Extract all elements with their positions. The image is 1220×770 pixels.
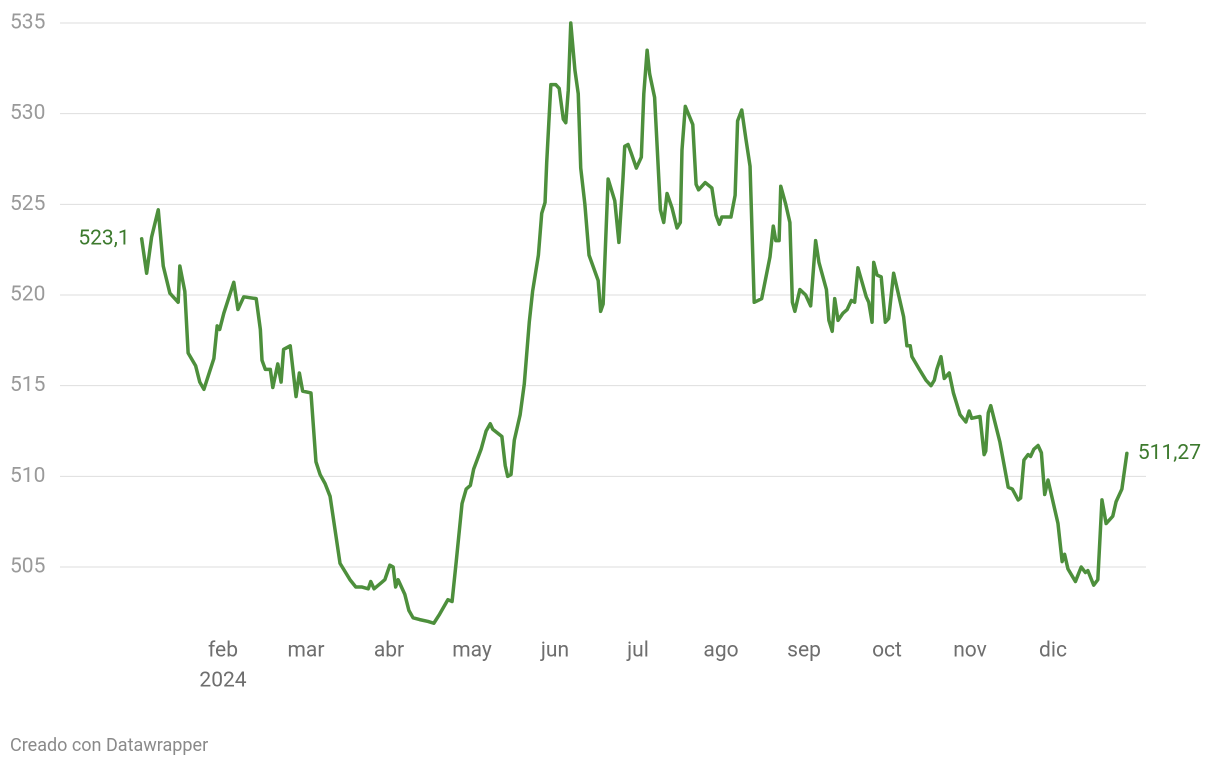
x-tick-label: feb (208, 639, 238, 663)
x-tick-label: jun (540, 639, 569, 663)
x-tick-label: mar (288, 639, 325, 663)
x-tick-label: ago (703, 639, 738, 663)
y-tick-label: 515 (10, 373, 45, 397)
x-tick-label: oct (872, 639, 902, 663)
x-tick-label: abr (374, 639, 404, 663)
y-tick-label: 525 (10, 192, 45, 216)
value-label: 511,27 (1138, 441, 1201, 465)
value-label: 523,1 (78, 226, 129, 250)
x-tick-label: may (452, 639, 492, 663)
x-year-label: 2024 (199, 669, 246, 693)
y-tick-label: 505 (10, 555, 45, 579)
x-tick-label: nov (953, 639, 987, 663)
y-tick-label: 535 (10, 11, 45, 35)
x-tick-label: jul (626, 639, 649, 663)
y-tick-label: 510 (10, 464, 45, 488)
x-tick-label: dic (1039, 639, 1067, 663)
y-tick-label: 530 (10, 101, 45, 125)
line (139, 21, 1129, 625)
credit: Creado con Datawrapper (10, 735, 208, 756)
y-tick-label: 520 (10, 283, 45, 307)
x-tick-label: sep (787, 639, 821, 663)
